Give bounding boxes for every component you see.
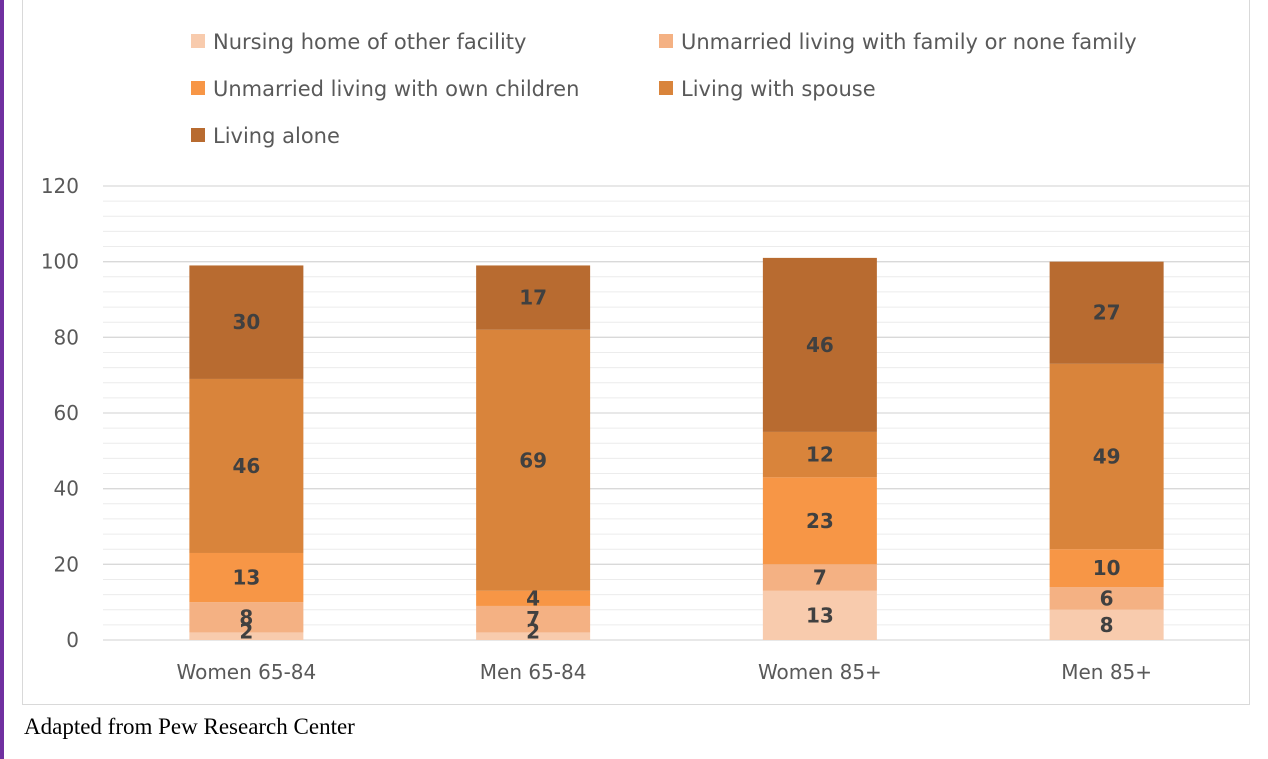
data-label: 7: [813, 566, 827, 590]
legend-item: Unmarried living with family or none fam…: [659, 30, 1137, 54]
data-label: 6: [1100, 586, 1114, 610]
data-label: 13: [806, 603, 834, 627]
x-axis: Women 65-84 Men 65-84 Women 85+ Men 85+: [176, 660, 1152, 684]
legend-swatch: [191, 34, 205, 48]
legend-item: Living with spouse: [659, 77, 876, 101]
bar-segment: [189, 552, 304, 603]
page-left-border: [0, 0, 4, 759]
bar-segment: [1049, 261, 1164, 364]
data-label: 30: [232, 310, 260, 334]
bar-segment: [1049, 587, 1164, 610]
legend: Nursing home of other facility Unmarried …: [191, 30, 1137, 148]
data-label: 12: [806, 443, 834, 467]
data-label: 46: [232, 454, 260, 478]
data-label: 27: [1093, 301, 1121, 325]
x-category-label: Women 85+: [758, 660, 882, 684]
bar-segment: [189, 632, 304, 640]
bar-segment: [189, 265, 304, 379]
legend-label: Living with spouse: [681, 77, 876, 101]
chart-frame: 0 20 40 60 80 100 120 2 8 13 46 30 2 7 4 69 17 13 7 23 12 46…: [22, 0, 1250, 705]
data-label: 69: [519, 448, 547, 472]
data-label: 23: [806, 509, 834, 533]
bar-segment: [476, 590, 591, 606]
y-tick-label: 100: [41, 250, 79, 274]
bar-segment: [1049, 609, 1164, 640]
data-label: 7: [526, 607, 540, 631]
legend-item: Living alone: [191, 124, 340, 148]
y-tick-label: 40: [54, 477, 79, 501]
bar-segment: [762, 431, 877, 478]
bar-segment: [189, 602, 304, 633]
legend-swatch: [659, 81, 673, 95]
bar-segment: [476, 265, 591, 330]
data-label: 8: [239, 605, 253, 629]
y-tick-label: 80: [54, 325, 79, 349]
legend-label: Unmarried living with own children: [213, 77, 579, 101]
legend-swatch: [659, 34, 673, 48]
legend-item: Unmarried living with own children: [191, 77, 579, 101]
x-category-label: Men 85+: [1061, 660, 1152, 684]
y-tick-label: 20: [54, 552, 79, 576]
legend-swatch: [191, 81, 205, 95]
bars: [189, 257, 1164, 640]
data-label: 2: [526, 619, 540, 643]
data-label: 2: [239, 619, 253, 643]
data-label: 8: [1100, 613, 1114, 637]
source-caption: Adapted from Pew Research Center: [24, 714, 355, 739]
bar-segment: [476, 329, 591, 591]
bar-segment: [476, 632, 591, 640]
legend-label: Unmarried living with family or none fam…: [681, 30, 1137, 54]
data-label: 46: [806, 333, 834, 357]
y-axis: 0 20 40 60 80 100 120: [41, 174, 79, 652]
data-label: 17: [519, 286, 547, 310]
bar-segment: [1049, 549, 1164, 588]
bar-segment: [476, 605, 591, 633]
x-category-label: Women 65-84: [176, 660, 316, 684]
data-label: 49: [1093, 445, 1121, 469]
x-category-label: Men 65-84: [480, 660, 587, 684]
data-label: 13: [232, 566, 260, 590]
bar-segment: [1049, 363, 1164, 550]
data-label: 4: [526, 586, 540, 610]
bar-segment: [762, 477, 877, 565]
legend-item: Nursing home of other facility: [191, 30, 526, 54]
legend-swatch: [191, 128, 205, 142]
legend-label: Nursing home of other facility: [213, 30, 526, 54]
y-tick-label: 120: [41, 174, 79, 198]
y-tick-label: 60: [54, 401, 79, 425]
bar-segment: [189, 378, 304, 553]
y-tick-label: 0: [66, 628, 79, 652]
bar-segment: [762, 257, 877, 432]
bar-segment: [762, 590, 877, 640]
bar-segment: [762, 564, 877, 591]
data-label: 10: [1093, 556, 1121, 580]
legend-label: Living alone: [213, 124, 340, 148]
